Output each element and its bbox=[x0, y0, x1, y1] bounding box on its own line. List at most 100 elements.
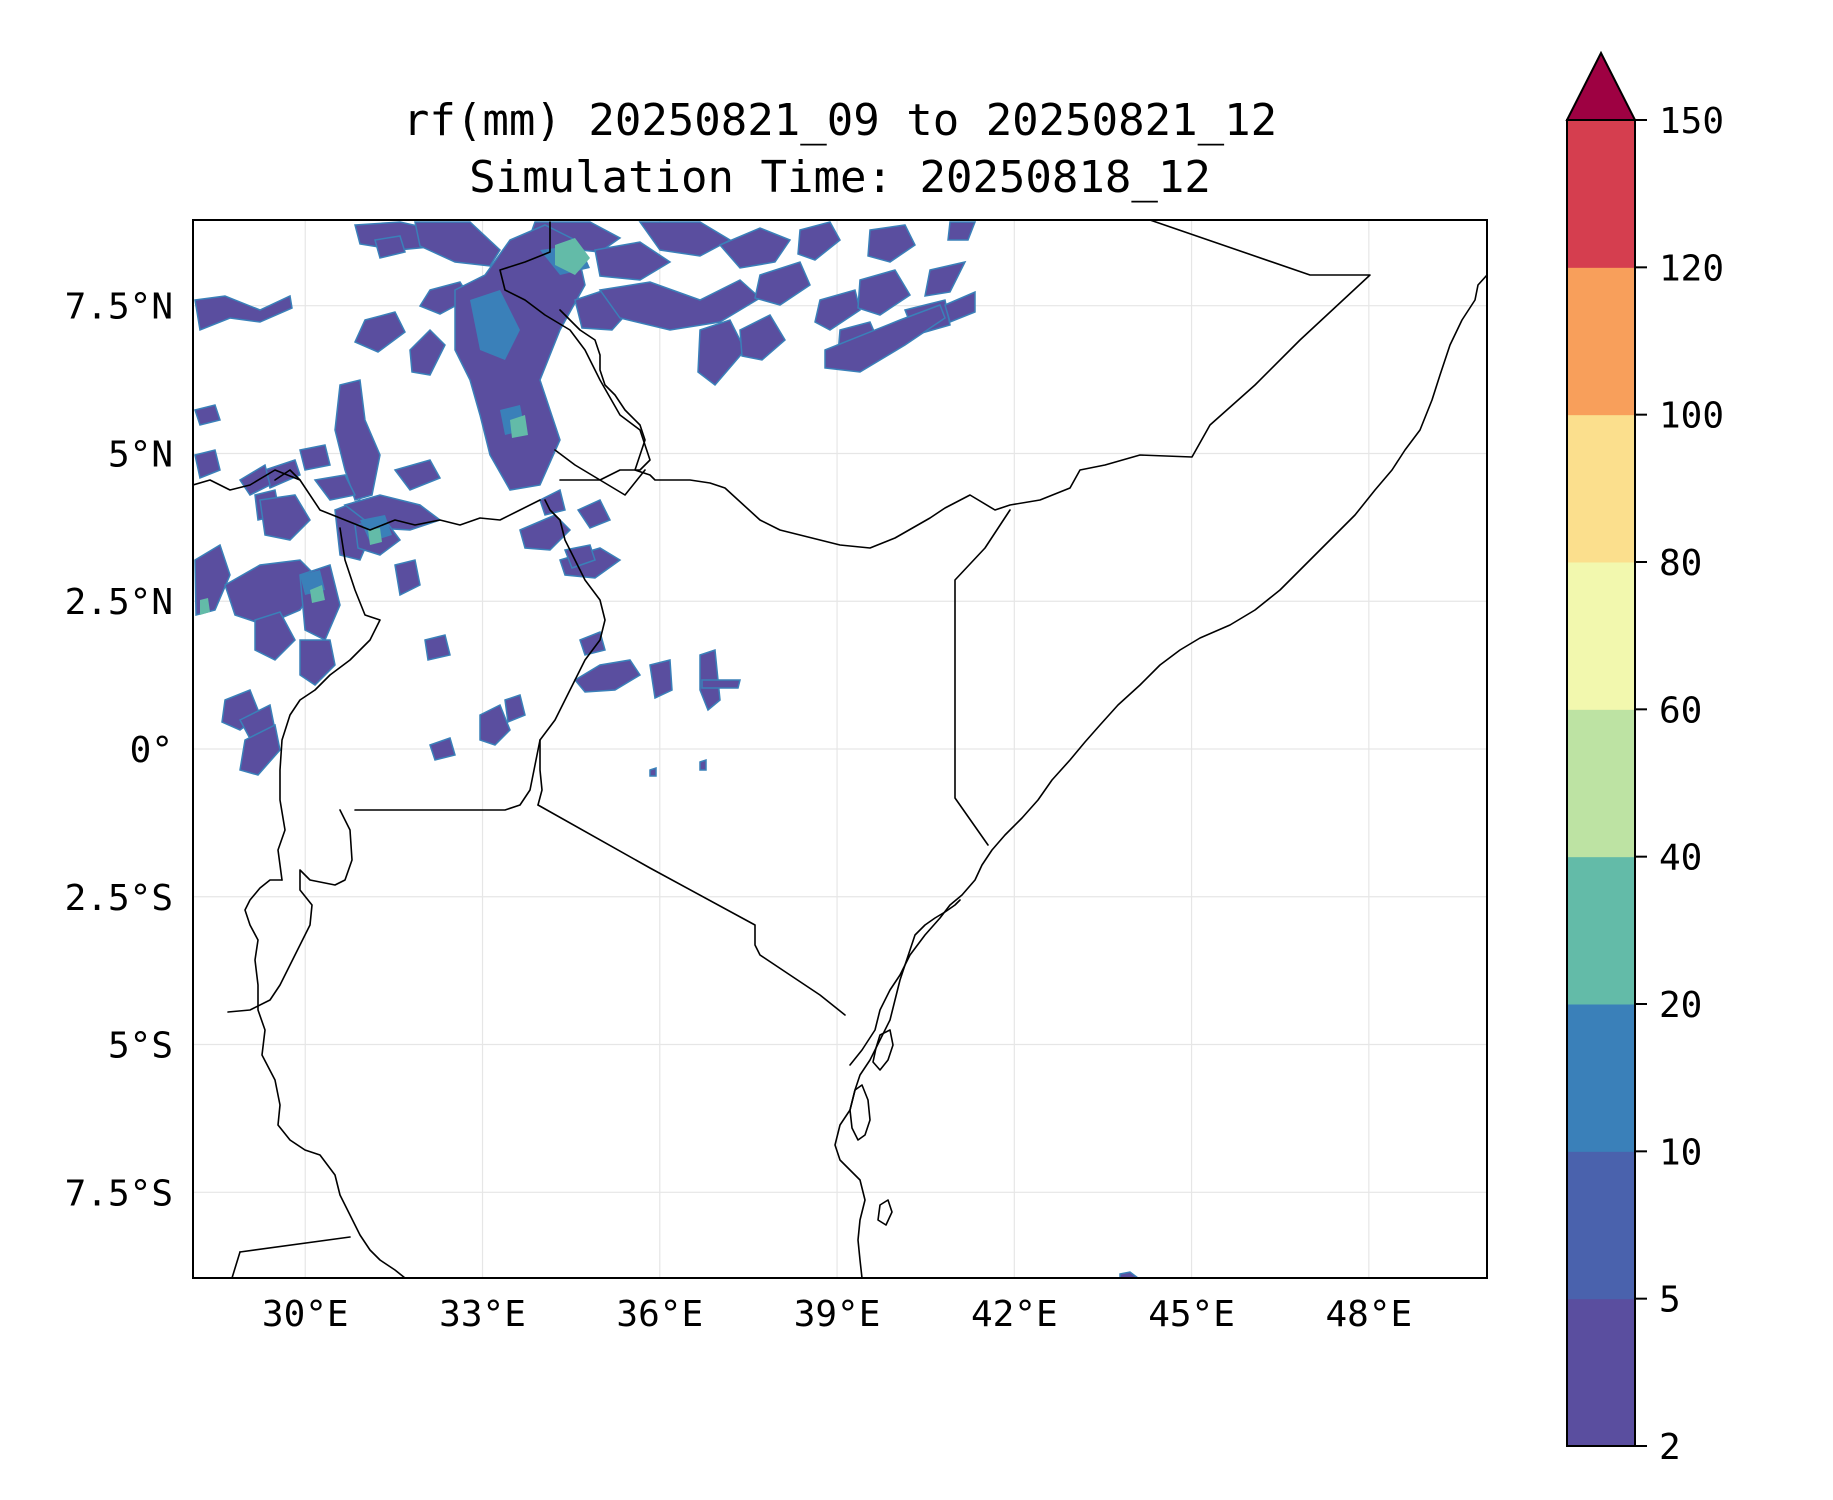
colorbar-tick-label: 80 bbox=[1659, 543, 1702, 584]
rain-cell bbox=[576, 499, 612, 529]
rain-cell bbox=[594, 241, 672, 281]
mafia-island bbox=[877, 1199, 893, 1226]
rain-cell bbox=[194, 294, 293, 332]
map-title: rf(mm) 20250821_09 to 20250821_12 bbox=[403, 95, 1277, 146]
colorbar-band bbox=[1567, 1298, 1635, 1447]
pemba-island bbox=[872, 1029, 894, 1071]
rain-cell bbox=[394, 559, 421, 597]
rain-cell bbox=[947, 221, 977, 241]
ethiopia-somalia-border bbox=[559, 220, 1371, 549]
rain-cell bbox=[479, 703, 511, 746]
colorbar-tick-label: 150 bbox=[1659, 101, 1724, 142]
map-axes: 30°E 33°E 36°E 39°E 42°E 45°E 48°E 7.5°N 5°N 2.5… bbox=[65, 219, 1488, 1335]
rain-cell bbox=[354, 311, 406, 353]
lat-tick-label: 2.5°N bbox=[65, 582, 173, 623]
colorbar-band bbox=[1567, 709, 1635, 858]
rain-cell bbox=[194, 404, 221, 426]
rain-cell bbox=[924, 260, 967, 297]
lon-tick-label: 39°E bbox=[794, 1294, 881, 1335]
kenya-somalia-border bbox=[954, 509, 1011, 846]
rain-cell bbox=[944, 290, 976, 324]
gridlines bbox=[193, 220, 1487, 1278]
rwanda-burundi-borders bbox=[227, 809, 353, 1013]
rain-cell bbox=[360, 515, 392, 542]
somalia-coastline bbox=[849, 274, 1487, 1066]
colorbar-tick-label: 60 bbox=[1659, 690, 1702, 731]
east-africa-coastline bbox=[834, 899, 961, 1278]
rain-cell bbox=[424, 634, 451, 661]
rain-cell bbox=[579, 630, 606, 656]
colorbar-extend-triangle bbox=[1565, 50, 1637, 121]
rain-cell bbox=[649, 766, 657, 777]
rain-cell bbox=[555, 238, 590, 275]
rain-cell bbox=[259, 494, 311, 541]
rain-cell bbox=[824, 304, 946, 373]
rain-cell bbox=[299, 444, 331, 471]
rain-cell bbox=[699, 758, 707, 771]
rain-cell bbox=[1119, 1271, 1140, 1278]
colorbar-tick-label: 10 bbox=[1659, 1132, 1702, 1173]
rain-cell bbox=[393, 459, 442, 491]
rain-cell bbox=[194, 449, 221, 480]
kenya-tanzania-border bbox=[537, 804, 846, 1016]
rain-cell bbox=[797, 221, 841, 261]
zanzibar-island bbox=[849, 1084, 871, 1141]
zambia-tanzania-border bbox=[239, 1236, 351, 1253]
rain-cell bbox=[754, 261, 811, 306]
lat-tick-label: 7.5°N bbox=[65, 287, 173, 328]
drc-south-border bbox=[231, 1251, 241, 1278]
rain-cell bbox=[239, 723, 281, 776]
lat-tick-label: 5°N bbox=[108, 434, 173, 475]
map-subtitle: Simulation Time: 20250818_12 bbox=[469, 152, 1211, 203]
colorbar-band bbox=[1567, 1004, 1635, 1152]
lat-tick-label: 2.5°S bbox=[65, 878, 173, 919]
lon-tick-label: 36°E bbox=[616, 1294, 703, 1335]
colorbar-band bbox=[1567, 856, 1635, 1005]
rain-cell bbox=[374, 235, 406, 259]
uganda-kenya-border bbox=[537, 499, 606, 806]
rain-cell bbox=[739, 314, 786, 361]
uganda-drc-west bbox=[274, 469, 301, 481]
rain-cell bbox=[867, 224, 916, 263]
drc-uganda-border bbox=[277, 527, 381, 881]
rain-cell bbox=[519, 514, 572, 551]
rain-cell bbox=[470, 290, 520, 360]
latitude-ticks: 7.5°N 5°N 2.5°N 0° 2.5°S 5°S 7.5°S bbox=[65, 287, 173, 1215]
rain-cell bbox=[429, 737, 456, 761]
rain-cell bbox=[310, 585, 325, 603]
rain-cell bbox=[573, 659, 642, 693]
rain-cell bbox=[409, 328, 446, 376]
rain-cell bbox=[238, 463, 271, 496]
south-sudan-ethiopia-border bbox=[499, 221, 651, 481]
south-sudan-uganda-border bbox=[193, 469, 541, 531]
colorbar: 2 5 10 20 40 60 80 100 120 150 bbox=[1565, 50, 1724, 1468]
lat-tick-label: 7.5°S bbox=[65, 1173, 173, 1214]
lon-tick-label: 45°E bbox=[1148, 1294, 1235, 1335]
colorbar-tick-label: 40 bbox=[1659, 838, 1702, 879]
rain-cell bbox=[254, 611, 296, 661]
country-borders bbox=[193, 220, 1487, 1278]
colorbar-band bbox=[1567, 414, 1635, 563]
lake-victoria-shore bbox=[354, 739, 541, 811]
lon-tick-label: 42°E bbox=[971, 1294, 1058, 1335]
rain-cell bbox=[697, 319, 746, 387]
rain-cell bbox=[299, 639, 336, 686]
lon-tick-label: 33°E bbox=[439, 1294, 526, 1335]
colorbar-band bbox=[1567, 267, 1635, 416]
lon-tick-label: 30°E bbox=[262, 1294, 349, 1335]
rain-cell bbox=[194, 543, 231, 616]
colorbar-band bbox=[1567, 562, 1635, 710]
rain-cell bbox=[504, 694, 526, 724]
rain-cell bbox=[814, 289, 861, 331]
rain-cell bbox=[334, 379, 381, 501]
lon-tick-label: 48°E bbox=[1325, 1294, 1412, 1335]
colorbar-tick-label: 20 bbox=[1659, 985, 1702, 1026]
colorbar-ticks: 2 5 10 20 40 60 80 100 120 150 bbox=[1635, 101, 1724, 1468]
rain-cell bbox=[313, 474, 357, 501]
colorbar-tick-label: 2 bbox=[1659, 1427, 1681, 1468]
rain-cell bbox=[649, 659, 673, 700]
colorbar-tick-label: 120 bbox=[1659, 248, 1724, 289]
rain-cell bbox=[539, 488, 566, 516]
rain-cell bbox=[857, 269, 912, 316]
